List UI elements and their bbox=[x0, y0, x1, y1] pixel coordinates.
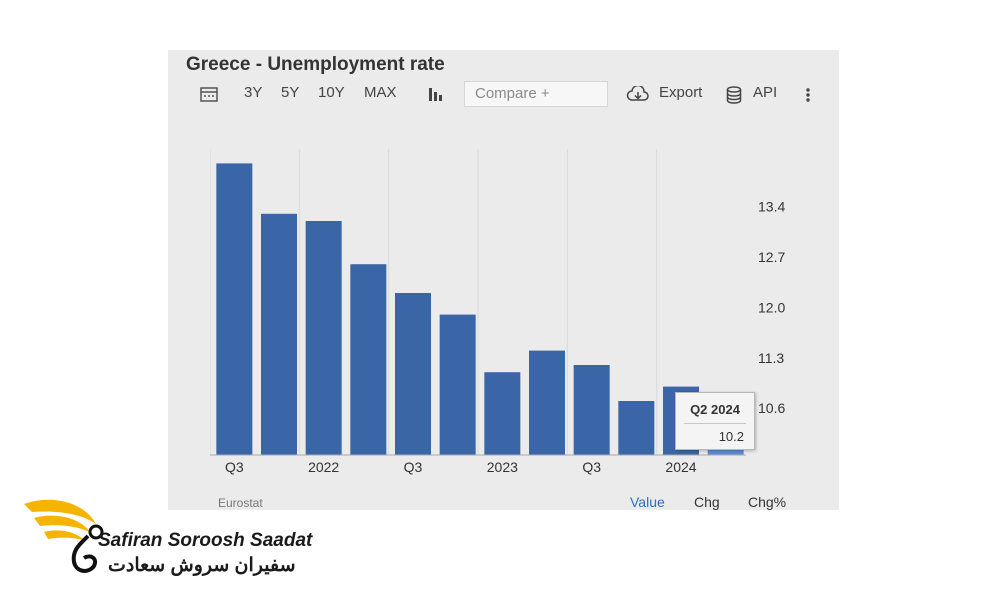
source-label: Eurostat bbox=[218, 496, 263, 510]
y-tick-label-0: 10.6 bbox=[758, 400, 785, 416]
y-tick-label-2: 12.0 bbox=[758, 299, 785, 315]
range-5y-button[interactable]: 5Y bbox=[281, 84, 300, 101]
api-button[interactable]: API bbox=[753, 84, 778, 101]
tooltip-period: Q2 2024 bbox=[690, 402, 740, 417]
tooltip-divider bbox=[684, 423, 746, 424]
export-button[interactable]: Export bbox=[659, 84, 703, 101]
bar-q1-2022 bbox=[305, 221, 342, 455]
bar-q4-2023 bbox=[618, 401, 655, 455]
bar-q4-2022 bbox=[439, 314, 476, 455]
tooltip-value: 10.2 bbox=[718, 429, 744, 444]
x-tick-label-3: 2023 bbox=[486, 459, 518, 475]
x-tick-label-0: Q3 bbox=[224, 459, 244, 475]
range-10y-button[interactable]: 10Y bbox=[318, 84, 345, 101]
x-tick-label-5: 2024 bbox=[665, 459, 697, 475]
plot-area: 10.6 11.3 12.0 12.7 13.4 Q3 2022 Q3 2023 Q3 2024 bbox=[210, 149, 791, 475]
y-tick-label-1: 11.3 bbox=[758, 350, 784, 366]
bar-q4-2021 bbox=[261, 213, 297, 455]
tab-chg-percent[interactable]: Chg% bbox=[748, 494, 787, 510]
x-tick-label-2: Q3 bbox=[403, 459, 423, 475]
bar-q3-2021 bbox=[216, 163, 253, 455]
tab-chg[interactable]: Chg bbox=[694, 494, 720, 510]
y-tick-label-4: 13.4 bbox=[758, 199, 785, 215]
brand-logo bbox=[22, 492, 122, 582]
tab-value[interactable]: Value bbox=[630, 494, 665, 510]
chart-title: Greece - Unemployment rate bbox=[186, 54, 445, 75]
x-tick-label-4: Q3 bbox=[582, 459, 601, 475]
brand-name-fa: سفیران سروش سعادت bbox=[108, 555, 296, 576]
y-tick-label-3: 12.7 bbox=[758, 249, 785, 265]
x-tick-label-1: 2022 bbox=[308, 459, 340, 475]
brand-name-en: Safiran Soroosh Saadat bbox=[98, 530, 313, 551]
chart-toolbar: 3Y 5Y 10Y MAX Compare + Export A bbox=[168, 80, 839, 110]
range-max-button[interactable]: MAX bbox=[364, 84, 397, 101]
bar-q1-2023 bbox=[484, 372, 521, 455]
compare-input[interactable]: Compare + bbox=[464, 81, 608, 107]
range-3y-button[interactable]: 3Y bbox=[244, 84, 263, 101]
bar-q3-2022 bbox=[395, 293, 431, 455]
bar-chart: 10.6 11.3 12.0 12.7 13.4 bbox=[210, 149, 785, 456]
bar-q2-2023 bbox=[529, 350, 565, 455]
data-tooltip: Q2 2024 10.2 bbox=[675, 392, 755, 450]
chart-panel: Greece - Unemployment rate 3Y 5Y 10Y MAX… bbox=[168, 50, 839, 510]
bar-q2-2022 bbox=[350, 264, 387, 455]
bar-q3-2023 bbox=[573, 365, 610, 455]
